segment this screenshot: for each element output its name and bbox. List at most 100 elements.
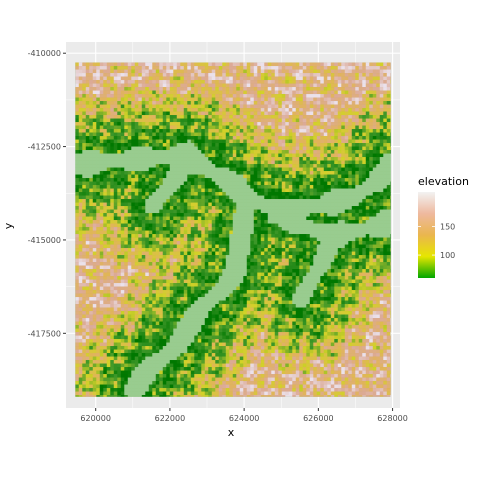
raster-cell [310, 150, 314, 154]
raster-cell [79, 203, 83, 207]
raster-cell [205, 241, 209, 245]
raster-cell [135, 84, 139, 88]
raster-cell [93, 98, 97, 102]
raster-cell [121, 140, 125, 144]
raster-cell [124, 126, 128, 130]
raster-cell [222, 241, 226, 245]
raster-cell [173, 122, 177, 126]
raster-cell [173, 77, 177, 81]
raster-cell [201, 189, 205, 193]
raster-cell [257, 143, 261, 147]
raster-cell [327, 185, 331, 189]
raster-cell [82, 224, 86, 228]
raster-cell [380, 192, 384, 196]
raster-cell [376, 140, 380, 144]
raster-cell [271, 126, 275, 130]
raster-cell [240, 171, 244, 175]
raster-cell [306, 241, 310, 245]
raster-cell [289, 238, 293, 242]
raster-cell [215, 178, 219, 182]
raster-cell [348, 122, 352, 126]
raster-cell [149, 182, 153, 186]
raster-cell [373, 234, 377, 238]
raster-cell [380, 126, 384, 130]
raster-cell [366, 238, 370, 242]
raster-cell [166, 119, 170, 123]
raster-cell [131, 101, 135, 105]
raster-cell [114, 245, 118, 249]
raster-cell [324, 105, 328, 109]
raster-cell [306, 66, 310, 70]
raster-cell [117, 245, 121, 249]
raster-cell [376, 91, 380, 95]
raster-cell [373, 175, 377, 179]
raster-cell [271, 150, 275, 154]
raster-cell [89, 150, 93, 154]
raster-cell [338, 84, 342, 88]
raster-cell [233, 84, 237, 88]
raster-cell [93, 63, 97, 67]
raster-cell [236, 234, 240, 238]
raster-cell [359, 245, 363, 249]
raster-cell [352, 203, 356, 207]
raster-cell [240, 168, 244, 172]
raster-cell [261, 227, 265, 231]
raster-cell [282, 157, 286, 161]
raster-cell [240, 108, 244, 112]
raster-cell [240, 227, 244, 231]
raster-cell [359, 147, 363, 151]
raster-cell [282, 220, 286, 224]
raster-cell [278, 112, 282, 116]
raster-cell [205, 119, 209, 123]
raster-cell [156, 147, 160, 151]
raster-cell [233, 192, 237, 196]
raster-cell [331, 108, 335, 112]
raster-cell [264, 206, 268, 210]
raster-cell [313, 94, 317, 98]
raster-cell [366, 157, 370, 161]
raster-cell [264, 231, 268, 235]
raster-cell [359, 241, 363, 245]
raster-cell [327, 248, 331, 252]
raster-cell [254, 248, 258, 252]
raster-cell [131, 87, 135, 91]
raster-cell [208, 224, 212, 228]
raster-cell [100, 147, 104, 151]
raster-cell [229, 220, 233, 224]
raster-cell [278, 210, 282, 214]
raster-cell [264, 140, 268, 144]
raster-cell [170, 245, 174, 249]
raster-cell [212, 150, 216, 154]
raster-cell [254, 168, 258, 172]
raster-cell [79, 154, 83, 158]
raster-cell [219, 119, 223, 123]
raster-cell [173, 217, 177, 221]
raster-cell [303, 196, 307, 200]
raster-cell [299, 66, 303, 70]
raster-cell [198, 252, 202, 256]
raster-cell [173, 241, 177, 245]
raster-cell [170, 178, 174, 182]
raster-cell [236, 199, 240, 203]
raster-cell [313, 189, 317, 193]
raster-cell [317, 199, 321, 203]
raster-cell [138, 206, 142, 210]
raster-cell [264, 238, 268, 242]
raster-cell [226, 175, 230, 179]
raster-cell [299, 126, 303, 130]
raster-cell [219, 231, 223, 235]
raster-cell [156, 122, 160, 126]
raster-cell [257, 101, 261, 105]
raster-cell [264, 129, 268, 133]
raster-cell [177, 126, 181, 130]
raster-cell [257, 231, 261, 235]
raster-cell [107, 199, 111, 203]
raster-cell [117, 175, 121, 179]
raster-cell [387, 84, 391, 88]
raster-cell [327, 101, 331, 105]
raster-cell [282, 168, 286, 172]
raster-cell [387, 175, 391, 179]
raster-cell [338, 164, 342, 168]
raster-cell [327, 77, 331, 81]
raster-cell [124, 164, 128, 168]
